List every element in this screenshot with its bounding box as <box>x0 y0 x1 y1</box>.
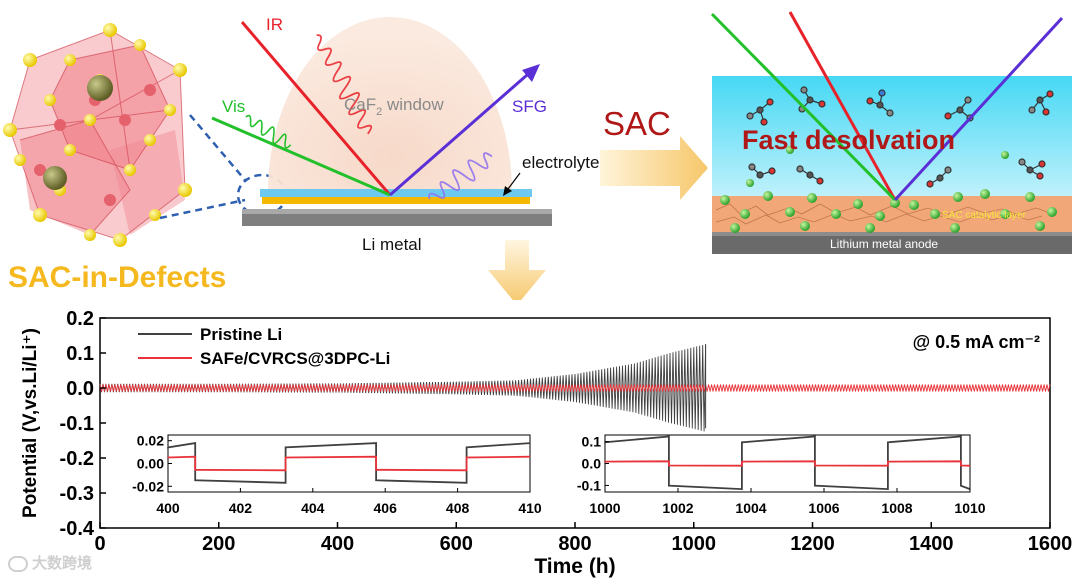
sac-label: SAC <box>603 105 671 142</box>
inset-x-tick-label: 1002 <box>662 500 693 516</box>
inset-x-tick-label: 1000 <box>589 500 620 516</box>
y-tick-label: -0.4 <box>60 518 95 540</box>
inset-x-tick-label: 1010 <box>954 500 985 516</box>
fast-desolvation-label: Fast desolvation <box>742 125 955 155</box>
sac-in-defects-label: SAC-in-Defects <box>8 261 226 294</box>
electrolyte-label: electrolyte <box>522 153 599 172</box>
x-tick-label: 400 <box>321 533 354 555</box>
watermark-icon <box>8 556 28 573</box>
x-axis-label: Time (h) <box>534 555 615 578</box>
sfg-beam-label: SFG <box>512 97 547 116</box>
inset-safe-line-0 <box>167 455 531 472</box>
y-tick-label: -0.3 <box>60 483 94 505</box>
x-tick-label: 1200 <box>790 533 835 555</box>
x-tick-label: 1400 <box>909 533 954 555</box>
x-tick-label: 600 <box>440 533 473 555</box>
anode-label: Lithium metal anode <box>830 237 938 251</box>
inset-y-tick-label: -0.1 <box>577 477 601 493</box>
sac-arrow <box>600 136 708 200</box>
inset-frame-1 <box>604 434 971 493</box>
inset-y-tick-label: -0.02 <box>132 478 164 494</box>
crystal-structure-image <box>3 23 192 247</box>
desolvation-schematic <box>710 11 1072 254</box>
inset-y-tick-label: 0.00 <box>137 456 164 472</box>
legend-label-0: Pristine Li <box>200 325 282 344</box>
legend-label-1: SAFe/CVRCS@3DPC-Li <box>200 349 390 368</box>
inset-x-tick-label: 408 <box>446 500 470 516</box>
y-tick-label: -0.2 <box>60 448 94 470</box>
ir-beam-label: IR <box>266 15 283 34</box>
li-metal-label: Li metal <box>362 235 422 254</box>
inset-y-tick-label: 0.1 <box>582 434 602 450</box>
sfg-setup-diagram <box>211 17 552 226</box>
y-axis-label: Potential (V,vs.Li/Li⁺) <box>20 328 41 518</box>
series-line-safe-cvrcs <box>99 384 1051 392</box>
x-tick-label: 1000 <box>672 533 717 555</box>
inset-x-tick-label: 404 <box>301 500 325 516</box>
caf2-window-label: CaF2 window <box>344 95 444 118</box>
y-tick-label: -0.1 <box>60 413 94 435</box>
schematic-panel: SAC-in-Defects IR Vis SFG CaF2 window el… <box>3 11 1072 300</box>
watermark: 大数跨境 <box>8 552 92 573</box>
current-density-annotation: @ 0.5 mA cm⁻² <box>913 332 1040 352</box>
inset-x-tick-label: 406 <box>374 500 398 516</box>
vis-beam-label: Vis <box>222 97 245 116</box>
catalytic-layer-label: SAC catalytic layer <box>942 210 1027 221</box>
series-line-pristine-li <box>99 344 707 432</box>
x-tick-label: 800 <box>558 533 591 555</box>
inset-x-tick-label: 400 <box>156 500 180 516</box>
x-tick-label: 0 <box>94 533 105 555</box>
voltage-profile-chart: 0 200 400 600 800 1000 1200 1400 1600 0.2 0.1 0.0 -0… <box>20 308 1073 578</box>
inset-x-tick-label: 402 <box>229 500 253 516</box>
y-tick-label: 0.1 <box>66 343 94 365</box>
inset-pristine-line-1 <box>604 435 971 491</box>
x-tick-label: 200 <box>202 533 235 555</box>
inset-y-tick-label: 0.02 <box>137 433 164 449</box>
y-tick-label: 0.2 <box>66 308 94 330</box>
inset-x-tick-label: 1008 <box>881 500 912 516</box>
x-tick-label: 1600 <box>1028 533 1073 555</box>
down-arrow <box>488 240 546 300</box>
inset-x-tick-label: 410 <box>518 500 542 516</box>
y-tick-label: 0.0 <box>66 378 94 400</box>
inset-x-tick-label: 1004 <box>735 500 766 516</box>
inset-y-tick-label: 0.0 <box>582 456 602 472</box>
inset-x-tick-label: 1006 <box>808 500 839 516</box>
inset-safe-line-1 <box>604 460 971 467</box>
